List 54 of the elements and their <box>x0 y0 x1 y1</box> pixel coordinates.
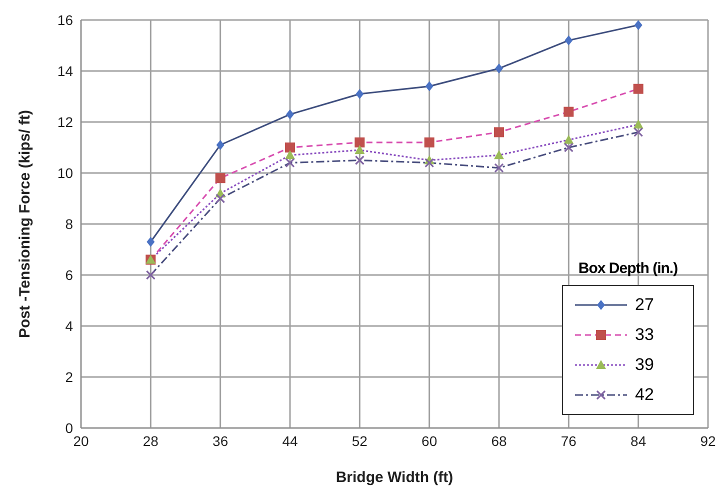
point <box>424 158 434 168</box>
y-tick-label: 10 <box>57 164 74 181</box>
legend-label: 39 <box>635 355 654 375</box>
point <box>494 127 504 138</box>
legend-label: 42 <box>635 385 654 405</box>
point <box>633 120 644 129</box>
x-tick-label: 28 <box>142 432 159 449</box>
legend-label: 27 <box>635 295 654 315</box>
point <box>495 63 503 74</box>
point <box>285 158 295 168</box>
legend-label: 33 <box>635 325 654 345</box>
point <box>354 155 364 166</box>
y-tick-label: 8 <box>65 216 74 232</box>
point <box>634 127 644 137</box>
x-tick-label: 60 <box>422 432 438 449</box>
point <box>564 106 574 117</box>
x-tick-label: 68 <box>491 432 507 449</box>
point <box>564 134 574 144</box>
x-tick-label: 20 <box>73 432 89 449</box>
point <box>634 20 642 30</box>
x-axis-title: Bridge Width (ft) <box>336 469 454 486</box>
point <box>285 150 295 160</box>
y-tick-label: 6 <box>65 266 74 283</box>
point <box>354 137 365 148</box>
point <box>356 88 364 99</box>
y-axis-title: Post -Tensioning Force (kips/ ft) <box>16 110 34 338</box>
point <box>285 142 295 152</box>
point <box>425 81 434 92</box>
x-tick-label: 92 <box>700 432 716 449</box>
x-tick-label: 44 <box>282 432 298 449</box>
point <box>146 236 155 247</box>
x-tick-label: 84 <box>630 432 646 449</box>
point <box>564 35 573 46</box>
y-tick-label: 14 <box>57 62 74 79</box>
point <box>216 194 226 204</box>
point <box>215 173 226 184</box>
x-tick-label: 76 <box>560 432 577 449</box>
point <box>354 145 365 154</box>
y-tick-label: 12 <box>57 114 74 130</box>
y-tick-label: 2 <box>65 368 74 385</box>
point <box>633 84 644 94</box>
point <box>564 142 574 152</box>
point <box>146 270 156 280</box>
point <box>494 150 504 160</box>
x-tick-label: 52 <box>352 432 368 449</box>
y-tick-label: 0 <box>65 420 74 436</box>
x-tick-label: 36 <box>212 432 228 449</box>
legend-title: Box Depth (in.) <box>577 259 679 279</box>
y-tick-label: 16 <box>57 12 74 28</box>
point <box>494 163 504 173</box>
point <box>286 109 294 120</box>
y-tick-label: 4 <box>65 318 74 334</box>
point <box>424 137 434 148</box>
point <box>216 140 224 150</box>
